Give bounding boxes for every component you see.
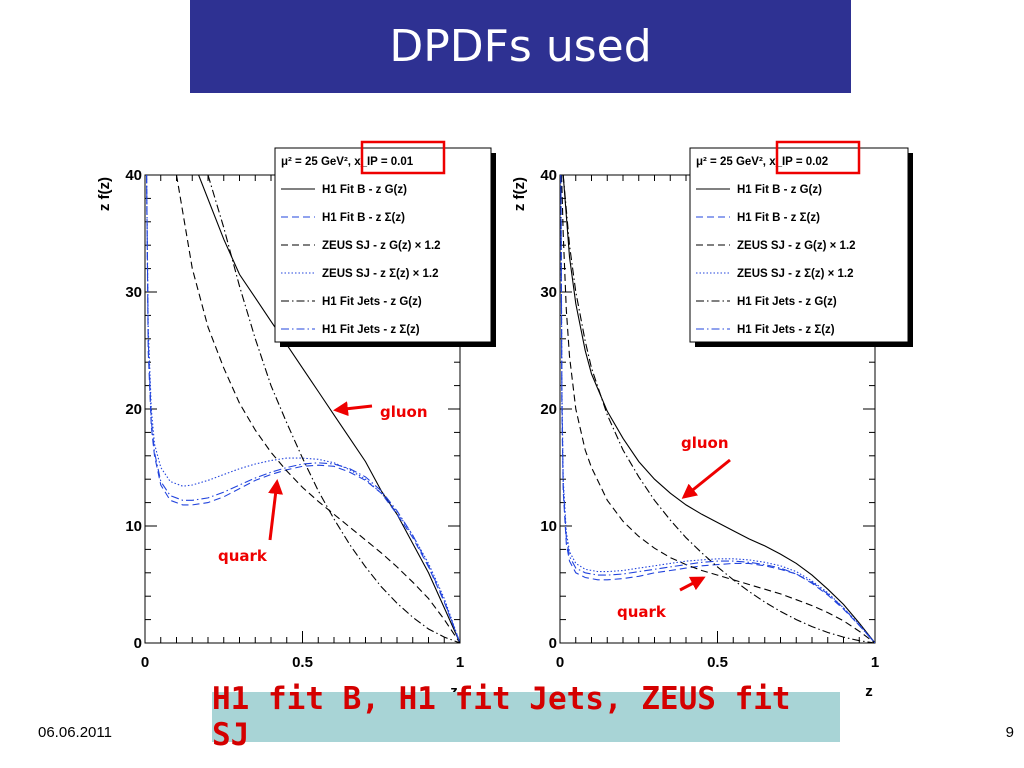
series-line-1	[560, 175, 875, 643]
series-line-2	[175, 175, 460, 643]
legend: μ² = 25 GeV², x_IP = 0.01 H1 Fit B - z G(…	[274, 140, 496, 347]
x-axis-label: z	[450, 683, 458, 700]
chart-panel-left: 0 10 20 30 40 0 0.5 1 z z f(z) μ² = 25 GeV², x_IP …	[80, 140, 505, 700]
legend-title: μ² = 25 GeV², x_IP = 0.01	[281, 156, 414, 168]
y-tick-label: 20	[125, 401, 142, 418]
legend-box	[689, 147, 909, 343]
series-line-5	[560, 175, 875, 643]
y-tick-label: 40	[125, 167, 142, 184]
title-bar: DPDFs used	[190, 0, 851, 93]
legend-entry-2: ZEUS SJ - z G(z) × 1.2	[322, 240, 441, 252]
annotation-label-quark: quark	[617, 603, 667, 621]
chart-left: 0 10 20 30 40 0 0.5 1 z z f(z) μ² = 25 GeV², x_IP …	[96, 140, 496, 700]
xip-highlight-box	[360, 140, 446, 175]
annotation-label-gluon: gluon	[681, 434, 729, 452]
caption-box: H1 fit B, H1 fit Jets, ZEUS fit SJ	[212, 681, 840, 753]
annotation-arrow-gluon	[333, 401, 373, 417]
y-axis-label: z f(z)	[511, 177, 528, 211]
x-tick-label: 0.5	[707, 654, 728, 671]
annotation-label-gluon: gluon	[380, 403, 428, 421]
slide-page-number: 9	[1005, 724, 1014, 741]
x-tick-label: 0	[556, 654, 564, 671]
slide-title: DPDFs used	[389, 21, 652, 72]
legend-box	[274, 147, 492, 343]
legend-entry-1: H1 Fit B - z Σ(z)	[322, 212, 405, 224]
annotation-arrow-quark	[268, 479, 284, 541]
xip-highlight-box	[775, 140, 861, 175]
series-line-5	[146, 175, 460, 643]
y-tick-label: 30	[125, 284, 142, 301]
x-tick-label: 0.5	[292, 654, 313, 671]
legend-entry-0: H1 Fit B - z G(z)	[737, 184, 822, 196]
x-tick-label: 1	[456, 654, 464, 671]
curves	[560, 175, 875, 643]
y-tick-label: 10	[540, 518, 557, 535]
y-tick-label: 40	[540, 167, 557, 184]
legend-entry-2: ZEUS SJ - z G(z) × 1.2	[737, 240, 856, 252]
series-line-0	[562, 175, 875, 643]
legend-entry-1: H1 Fit B - z Σ(z)	[737, 212, 820, 224]
series-line-3	[146, 175, 460, 643]
series-line-3	[560, 175, 875, 643]
chart-right: 0 10 20 30 40 0 0.5 1 z z f(z) μ² = 25 GeV², x_IP …	[511, 140, 913, 700]
x-axis-label: z	[865, 683, 873, 700]
annotation-arrow-gluon	[681, 458, 731, 499]
annotation-label-quark: quark	[218, 547, 268, 565]
legend-entry-0: H1 Fit B - z G(z)	[322, 184, 407, 196]
y-tick-label: 20	[540, 401, 557, 418]
legend-entry-3: ZEUS SJ - z Σ(z) × 1.2	[322, 268, 439, 280]
legend-entry-4: H1 Fit Jets - z G(z)	[737, 296, 837, 308]
legend-entry-4: H1 Fit Jets - z G(z)	[322, 296, 422, 308]
y-tick-label: 10	[125, 518, 142, 535]
series-line-4	[207, 175, 460, 643]
caption-text: H1 fit B, H1 fit Jets, ZEUS fit SJ	[212, 681, 791, 753]
annotation-arrow-quark	[679, 576, 706, 592]
legend-title: μ² = 25 GeV², x_IP = 0.02	[696, 156, 828, 168]
x-tick-label: 0	[141, 654, 149, 671]
legend-entry-5: H1 Fit Jets - z Σ(z)	[737, 324, 835, 336]
legend: μ² = 25 GeV², x_IP = 0.02 H1 Fit B - z G(…	[689, 140, 913, 347]
series-line-1	[146, 175, 460, 643]
y-tick-label: 0	[134, 635, 142, 652]
y-axis-label: z f(z)	[96, 177, 113, 211]
x-tick-label: 1	[871, 654, 879, 671]
series-line-4	[562, 175, 875, 643]
chart-panel-right: 0 10 20 30 40 0 0.5 1 z z f(z) μ² = 25 GeV², x_IP …	[497, 140, 922, 700]
y-tick-label: 0	[549, 635, 557, 652]
legend-entry-3: ZEUS SJ - z Σ(z) × 1.2	[737, 268, 854, 280]
y-tick-label: 30	[540, 284, 557, 301]
slide-date: 06.06.2011	[38, 724, 112, 741]
legend-entry-5: H1 Fit Jets - z Σ(z)	[322, 324, 420, 336]
